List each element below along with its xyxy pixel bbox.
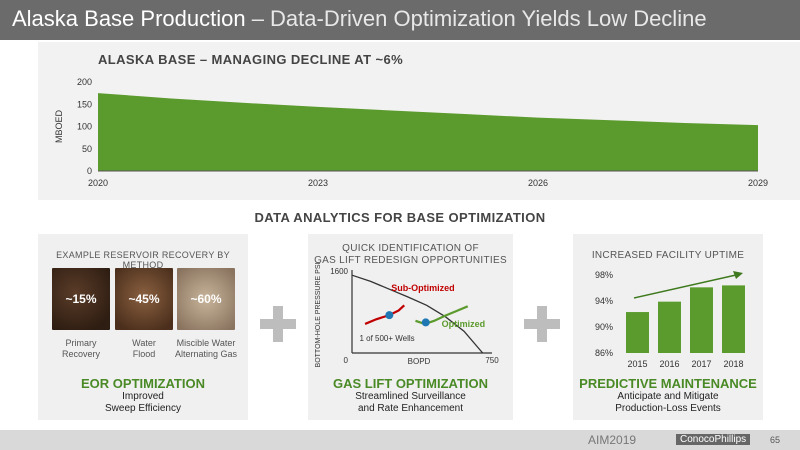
x-tick-label: 2026 xyxy=(528,178,548,188)
y-tick-label: 90% xyxy=(595,322,613,332)
rock-label-primary: Primary Recovery xyxy=(49,338,113,360)
footer-event: AIM2019 xyxy=(588,433,636,447)
rock-pct-waterflood: ~45% xyxy=(128,292,160,306)
rock-label-waterflood-l1: Water xyxy=(132,338,156,348)
gas-lift-sub-l1: Streamlined Surveillance xyxy=(355,391,466,402)
pm-heading: PREDICTIVE MAINTENANCE xyxy=(579,376,757,391)
performance-curve xyxy=(351,274,484,354)
x-tick-label: 750 xyxy=(485,356,499,365)
section-title: DATA ANALYTICS FOR BASE OPTIMIZATION xyxy=(254,210,546,225)
title-band xyxy=(0,0,800,40)
sub-optimized-label: Sub-Optimized xyxy=(391,283,455,293)
x-tick-label: 2018 xyxy=(723,359,743,369)
optimized-label: Optimized xyxy=(442,319,486,329)
page-title-light: – Data-Driven Optimization Yields Low De… xyxy=(245,6,707,31)
y-tick-label: 1600 xyxy=(330,267,348,276)
optimized-point xyxy=(421,318,430,327)
x-axis-label: BOPD xyxy=(408,357,431,366)
eor-sub-l2: Sweep Efficiency xyxy=(105,403,181,414)
footer-event-year: 2019 xyxy=(609,433,637,447)
top-chart-title: ALASKA BASE – MANAGING DECLINE AT ~6% xyxy=(98,52,404,67)
pm-sub-l2: Production-Loss Events xyxy=(615,403,721,414)
gas-lift-heading: GAS LIFT OPTIMIZATION xyxy=(332,376,489,391)
y-tick-label: 0 xyxy=(87,166,92,176)
rock-label-miscible: Miscible Water Alternating Gas xyxy=(174,338,238,360)
x-tick-label: 0 xyxy=(344,356,349,365)
eor-sub-l1: Improved xyxy=(122,391,164,402)
footer-band xyxy=(0,430,800,450)
rock-label-miscible-l1: Miscible Water xyxy=(176,338,236,348)
trend-arrow-line xyxy=(633,274,737,299)
y-tick-label: 200 xyxy=(77,77,92,87)
uptime-panel-label: INCREASED FACILITY UPTIME xyxy=(591,250,745,261)
rock-sample-waterflood xyxy=(115,268,173,330)
x-tick-label: 2017 xyxy=(691,359,711,369)
page-title: Alaska Base Production – Data-Driven Opt… xyxy=(12,6,707,32)
y-axis-label: MBOED xyxy=(54,110,64,144)
wells-annotation: 1 of 500+ Wells xyxy=(359,334,414,343)
x-tick-label: 2023 xyxy=(308,178,328,188)
pm-sub: Anticipate and Mitigate Production-Loss … xyxy=(573,391,763,415)
y-tick-label: 100 xyxy=(77,122,92,132)
page-title-strong: Alaska Base Production xyxy=(12,6,246,31)
sub-optimized-point xyxy=(385,311,394,320)
y-tick-label: 94% xyxy=(595,296,613,306)
rock-sample-miscible xyxy=(177,268,235,330)
y-tick-label: 150 xyxy=(77,99,92,109)
footer-event-name: AIM xyxy=(588,433,610,447)
plus-icon-right xyxy=(524,306,560,342)
rock-label-primary-l2: Recovery xyxy=(61,349,100,359)
rock-pct-primary: ~15% xyxy=(65,292,97,306)
y-tick-label: 98% xyxy=(595,270,613,280)
rock-label-waterflood: Water Flood xyxy=(112,338,176,360)
rock-label-primary-l1: Primary xyxy=(65,338,97,348)
eor-heading: EOR OPTIMIZATION xyxy=(81,376,205,391)
gas-lift-label-l1: QUICK IDENTIFICATION OF xyxy=(342,243,479,254)
gas-lift-sub: Streamlined Surveillance and Rate Enhanc… xyxy=(308,391,513,415)
x-tick-label: 2029 xyxy=(748,178,768,188)
company-logo: ConocoPhillips xyxy=(676,434,751,445)
rock-sample-primary xyxy=(52,268,110,330)
uptime-bar xyxy=(626,312,649,353)
y-axis-label: BOTTOM-HOLE PRESSURE PSI xyxy=(315,262,322,367)
rock-pct-miscible: ~60% xyxy=(190,292,222,306)
eor-panel: EXAMPLE RESERVOIR RECOVERY BY METHOD ~15… xyxy=(38,234,248,420)
uptime-bar xyxy=(658,301,681,353)
eor-panel-label: EXAMPLE RESERVOIR RECOVERY BY METHOD xyxy=(56,250,230,270)
sub-optimized-curve xyxy=(364,304,406,325)
decline-area xyxy=(98,93,758,171)
eor-sub: Improved Sweep Efficiency xyxy=(38,391,248,415)
rock-label-waterflood-l2: Flood xyxy=(132,349,156,359)
y-tick-label: 50 xyxy=(82,144,92,154)
gas-lift-sub-l2: and Rate Enhancement xyxy=(357,403,464,414)
plus-icon-left xyxy=(260,306,296,342)
trend-arrow-head xyxy=(733,271,743,279)
gas-lift-panel: QUICK IDENTIFICATION OF GAS LIFT REDESIG… xyxy=(308,234,513,420)
pm-sub-l1: Anticipate and Mitigate xyxy=(617,391,719,402)
uptime-bar xyxy=(722,285,745,353)
gas-lift-label-l2: GAS LIFT REDESIGN OPPORTUNITIES xyxy=(314,255,507,266)
x-tick-label: 2015 xyxy=(627,359,647,369)
y-tick-label: 86% xyxy=(595,348,613,358)
gas-lift-panel-label: QUICK IDENTIFICATION OF GAS LIFT REDESIG… xyxy=(308,243,513,267)
rock-label-miscible-l2: Alternating Gas xyxy=(174,349,238,359)
x-tick-label: 2016 xyxy=(659,359,679,369)
uptime-bar xyxy=(690,287,713,353)
x-tick-label: 2020 xyxy=(88,178,108,188)
page-number: 65 xyxy=(770,435,781,445)
